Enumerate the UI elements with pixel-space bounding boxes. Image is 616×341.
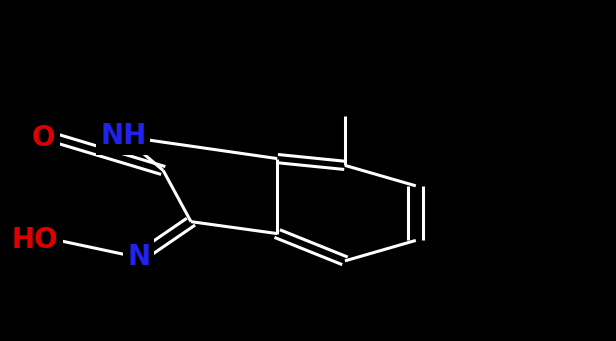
Text: O: O	[32, 124, 55, 152]
Text: N: N	[127, 243, 150, 271]
Text: N: N	[127, 243, 150, 271]
Text: HO: HO	[12, 226, 59, 254]
Text: NH: NH	[100, 122, 147, 150]
Text: HO: HO	[12, 226, 59, 254]
Text: O: O	[32, 124, 55, 152]
Text: NH: NH	[100, 122, 147, 150]
